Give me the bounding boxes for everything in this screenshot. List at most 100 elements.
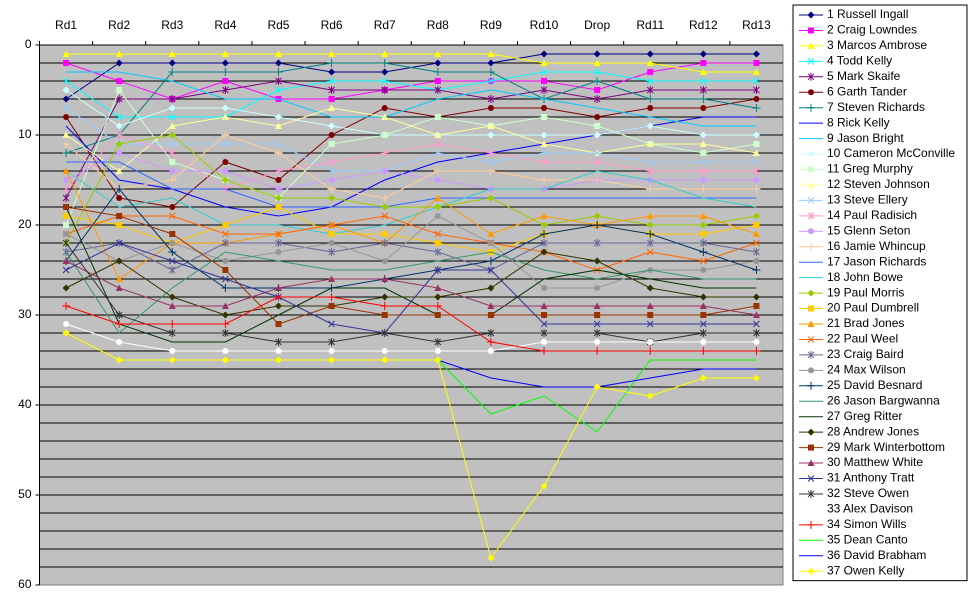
marker [646,59,654,66]
marker [753,320,760,328]
marker [434,59,442,67]
marker [328,167,335,175]
marker [115,320,124,328]
marker [699,68,707,75]
marker [594,339,601,345]
marker [274,149,283,157]
legend-label: 21 Brad Jones [827,316,904,330]
marker [221,320,230,328]
marker [699,248,708,256]
legend-label: 34 Simon Wills [827,517,906,531]
marker [168,50,176,57]
marker [808,444,814,451]
marker [381,258,388,264]
marker [486,167,495,175]
marker [433,68,442,76]
legend-label: 23 Craig Baird [827,347,904,361]
marker [752,149,760,156]
marker [116,195,123,201]
marker [752,104,761,112]
legend-label: 16 Jamie Whincup [827,239,926,253]
marker [540,347,549,355]
marker [221,302,229,309]
marker [487,302,495,309]
marker [540,140,548,147]
marker [808,305,814,312]
legend-label: 31 Anthony Tratt [827,471,915,485]
series-line [65,251,757,334]
marker [274,68,283,76]
marker [63,231,70,237]
series [62,131,760,193]
marker [115,275,123,282]
marker [593,149,601,157]
marker [807,150,815,158]
x-tick-label: Rd1 [55,18,77,32]
marker [753,239,760,247]
series [62,131,761,202]
legend-label: 36 David Brabham [827,548,926,562]
series [65,251,757,334]
marker [168,122,176,129]
marker [433,302,442,310]
marker [541,114,548,120]
marker [699,257,707,265]
marker [62,131,70,138]
marker [593,212,601,220]
marker [647,339,654,345]
marker [274,293,283,301]
marker [699,329,707,337]
marker [487,158,495,166]
marker [646,392,654,400]
marker [380,194,389,202]
marker [646,77,654,85]
series [62,239,760,337]
marker [807,289,815,297]
marker [434,230,442,238]
marker [434,149,442,157]
marker [540,482,548,490]
marker [594,312,601,318]
series-line [66,161,757,208]
marker [594,285,601,291]
marker [646,50,654,58]
marker [808,89,814,96]
marker [753,258,760,264]
series [63,204,760,327]
marker [808,166,814,173]
marker [115,284,123,291]
marker [807,350,815,359]
marker [646,185,655,193]
marker [221,176,229,184]
marker [222,275,229,283]
marker [116,150,123,156]
marker [222,140,229,148]
y-tick-label: 0 [25,37,32,51]
marker [221,113,229,120]
marker [63,60,70,66]
marker [487,240,494,246]
marker [275,230,282,238]
marker [115,356,123,364]
marker [753,77,760,85]
marker [752,212,760,220]
legend-label: 29 Mark Winterbottom [827,440,945,454]
marker [699,140,707,147]
marker [274,356,282,364]
marker [807,475,815,482]
marker [486,68,495,76]
marker [700,312,707,318]
marker [222,230,229,238]
marker [753,177,760,183]
marker [807,211,815,220]
marker [381,168,388,174]
marker [646,239,654,247]
marker [381,113,389,120]
marker [700,150,707,156]
marker [62,86,70,94]
marker [646,284,654,292]
marker [381,239,389,247]
marker [381,132,388,138]
marker [434,213,441,219]
